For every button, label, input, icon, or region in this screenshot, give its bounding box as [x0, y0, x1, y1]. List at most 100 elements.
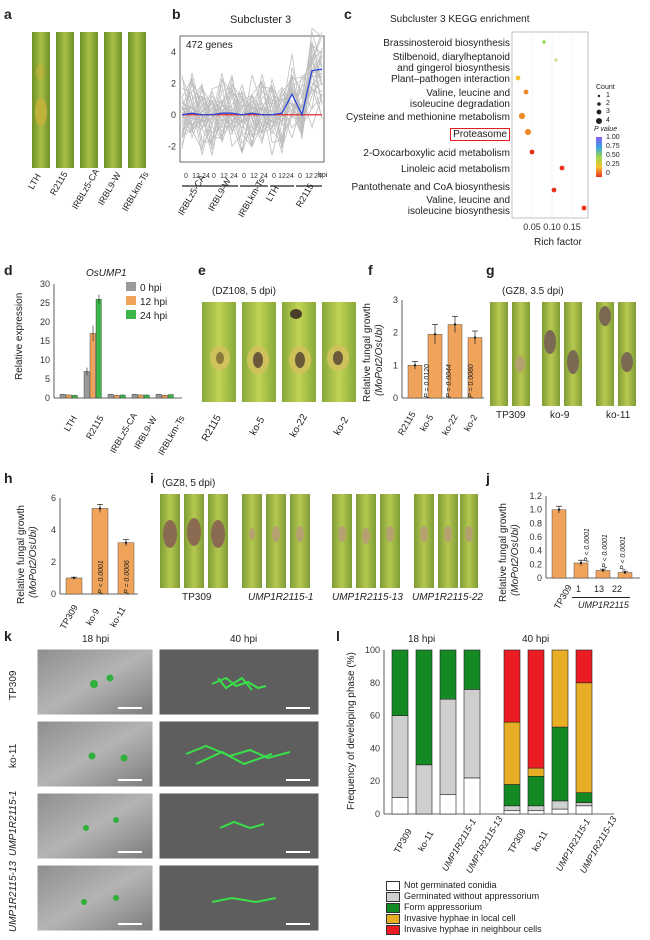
d-legend-0: 0 hpi — [140, 283, 162, 294]
h-y-tick: 6 — [51, 494, 56, 503]
c-dot — [542, 40, 546, 44]
j-pval-2: P < 0.0001 — [620, 536, 627, 570]
d-cat-2: IRBLz5-CA — [108, 411, 140, 455]
d-bar — [131, 393, 138, 399]
k-row-3: UMP1R2115-13 — [8, 861, 19, 932]
c-dot — [554, 58, 558, 62]
l-cat-0: TP309 — [392, 827, 414, 855]
c-count-legend — [596, 94, 602, 124]
f-ylabel1: Relative fungal growth — [362, 303, 373, 402]
l-bar-segment — [575, 805, 593, 815]
f-ylabel2: (MoPot2/OsUbi) — [374, 324, 385, 396]
d-y-tick: 5 — [45, 374, 50, 384]
f-pval-1: P = 0.0044 — [446, 364, 453, 398]
j-point — [601, 569, 605, 572]
d-bar — [107, 393, 114, 399]
b-y-tick: 0 — [171, 110, 176, 120]
d-y-tick: 20 — [40, 317, 50, 327]
k-time-1: 40 hpi — [230, 634, 258, 645]
a-sample-4: IRBLkm-Ts — [120, 169, 151, 213]
h-pval-0: P < 0.0001 — [98, 560, 105, 594]
d-y-tick: 25 — [40, 298, 50, 308]
b-title: Subcluster 3 — [230, 14, 292, 26]
l-bar-segment — [527, 775, 545, 807]
f-y-tick: 0 — [393, 393, 398, 402]
g-note: (GZ8, 3.5 dpi) — [502, 286, 564, 297]
c-x-tick: 0.10 — [543, 222, 561, 232]
b-gene-count: 472 genes — [186, 40, 233, 51]
b-gene-profile — [181, 45, 323, 139]
panel-j-label: j — [486, 470, 490, 486]
l-legend-4: Invasive hyphae in neighbour cells — [404, 924, 542, 934]
l-y-tick: 100 — [365, 646, 380, 655]
f-point — [473, 336, 477, 339]
d-legend-1: 12 hpi — [140, 297, 168, 308]
c-pv-0: 1.00 — [606, 134, 620, 141]
k-row-1: ko-11 — [8, 743, 19, 768]
e-sample-2: ko-22 — [288, 412, 311, 440]
h-pval-1: P = 0.0006 — [124, 560, 131, 594]
panel-g-leaves — [490, 302, 636, 406]
j-cat-0: TP309 — [552, 583, 574, 611]
i-sample-2: UMP1R2115-13 — [332, 592, 403, 603]
h-point — [98, 507, 102, 510]
f-pval-0: P = 0.0120 — [424, 364, 431, 398]
b-x-tick: 24 — [314, 173, 322, 180]
k-row-2: UMP1R2115-1 — [8, 790, 19, 856]
b-x-tick: 0 — [298, 173, 302, 180]
d-bar — [161, 395, 168, 399]
f-point — [453, 323, 457, 326]
l-bar-segment — [527, 649, 545, 769]
j-cat-1: 1 — [576, 584, 582, 594]
a-sample-2: IRBLz5-CA — [70, 167, 102, 211]
l-bar-segment — [463, 649, 481, 690]
j-bar — [551, 509, 567, 579]
b-mean-line — [181, 68, 323, 117]
g-sample-0: TP309 — [496, 410, 526, 421]
h-cat-2: ko-11 — [108, 605, 128, 629]
i-ump1-1-leaves — [242, 494, 310, 588]
c-path-8: 2-Oxocarboxylic acid metabolism — [363, 148, 510, 159]
panel-g-label: g — [486, 262, 495, 278]
f-pval-2: P = 0.0080 — [468, 364, 475, 398]
l-bar-segment — [527, 810, 545, 815]
c-dot — [529, 149, 535, 155]
c-dot — [515, 75, 521, 81]
h-bar — [65, 577, 83, 595]
c-path-4: Valine, leucine and — [426, 88, 510, 99]
h-y-tick: 0 — [51, 589, 56, 598]
l-y-tick: 0 — [375, 809, 380, 819]
b-x-tick: 0 — [184, 173, 188, 180]
e-sample-3: ko-2 — [332, 415, 352, 438]
c-path-5: isoleucine degradation — [409, 99, 510, 110]
leaf-irblz5 — [80, 32, 98, 168]
b-x-tick: 0 — [272, 173, 276, 180]
leaf-irbl9 — [104, 32, 122, 168]
l-bar-segment — [439, 649, 457, 700]
c-pv-1: 0.75 — [606, 143, 620, 150]
panel-h-label: h — [4, 470, 13, 486]
i-sample-3: UMP1R2115-22 — [412, 592, 483, 603]
d-bar — [89, 333, 96, 399]
c-dot — [551, 187, 557, 193]
i-sample-1: UMP1R2115-1 — [248, 592, 314, 603]
b-x-tick: 0 — [212, 173, 216, 180]
panel-k-micrographs — [36, 648, 320, 934]
c-pathway-labels: Brassinosteroid biosynthesis Stilbenoid,… — [330, 30, 510, 220]
leaf-r2115 — [56, 32, 74, 168]
l-bar-segment — [439, 698, 457, 795]
d-bar — [113, 395, 120, 399]
c-x-tick: 0.05 — [523, 222, 541, 232]
l-bar-segment — [575, 802, 593, 807]
panel-a-label: a — [4, 6, 12, 22]
h-y-tick: 2 — [51, 557, 56, 567]
l-bar-segment — [391, 649, 409, 716]
c-path-11: Valine, leucine and — [426, 195, 510, 206]
c-dot — [518, 112, 526, 120]
b-y-tick: -2 — [168, 141, 176, 151]
e-note: (DZ108, 5 dpi) — [212, 286, 276, 297]
l-bar-segment — [503, 810, 521, 815]
panel-c-chart: 0.05 0.10 0.15 — [511, 31, 589, 232]
l-legend-2: Form appressorium — [404, 902, 483, 912]
l-y-tick: 60 — [370, 711, 380, 721]
